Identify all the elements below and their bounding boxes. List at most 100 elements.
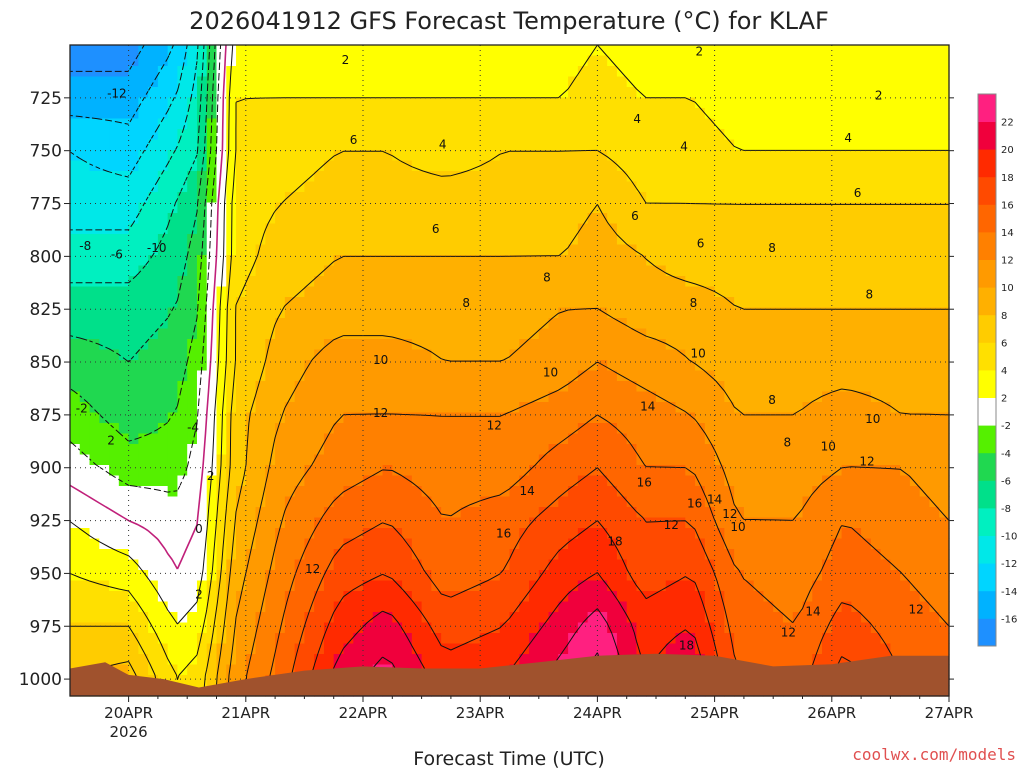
- temperature-fill-cell: [421, 423, 432, 435]
- temperature-fill-cell: [607, 234, 618, 246]
- temperature-fill-cell: [519, 286, 530, 298]
- temperature-fill-cell: [870, 517, 882, 529]
- temperature-fill-cell: [568, 370, 579, 382]
- temperature-fill-cell: [372, 129, 384, 141]
- temperature-fill-cell: [236, 559, 247, 571]
- temperature-fill-cell: [753, 496, 765, 508]
- temperature-fill-cell: [441, 486, 452, 498]
- temperature-fill-cell: [665, 181, 677, 193]
- temperature-fill-cell: [128, 181, 139, 193]
- temperature-fill-cell: [587, 76, 598, 88]
- temperature-fill-cell: [812, 402, 823, 414]
- temperature-fill-cell: [519, 118, 530, 130]
- temperature-fill-cell: [656, 255, 667, 267]
- temperature-fill-cell: [577, 150, 589, 162]
- temperature-fill-cell: [118, 160, 130, 172]
- temperature-fill-cell: [275, 465, 286, 477]
- temperature-fill-cell: [695, 360, 706, 372]
- temperature-fill-cell: [441, 118, 452, 130]
- temperature-fill-cell: [900, 349, 911, 361]
- temperature-fill-cell: [372, 538, 384, 550]
- temperature-fill-cell: [499, 139, 511, 151]
- temperature-fill-cell: [353, 454, 364, 466]
- temperature-fill-cell: [558, 318, 569, 330]
- temperature-fill-cell: [880, 339, 891, 351]
- temperature-fill-cell: [763, 591, 774, 603]
- temperature-fill-cell: [909, 412, 921, 424]
- temperature-fill-cell: [841, 454, 852, 466]
- temperature-fill-cell: [177, 45, 188, 57]
- temperature-fill-cell: [265, 66, 276, 78]
- temperature-fill-cell: [99, 360, 110, 372]
- temperature-fill-cell: [577, 286, 589, 298]
- temperature-fill-cell: [607, 580, 618, 592]
- temperature-fill-cell: [636, 465, 647, 477]
- temperature-fill-cell: [138, 465, 149, 477]
- temperature-fill-cell: [99, 433, 110, 445]
- temperature-fill-cell: [118, 45, 130, 57]
- temperature-fill-cell: [519, 307, 530, 319]
- temperature-fill-cell: [890, 496, 901, 508]
- temperature-fill-cell: [382, 412, 393, 424]
- temperature-fill-cell: [499, 307, 511, 319]
- temperature-fill-cell: [646, 87, 657, 99]
- temperature-fill-cell: [792, 297, 804, 309]
- temperature-fill-cell: [157, 423, 169, 435]
- temperature-fill-cell: [929, 118, 940, 130]
- temperature-fill-cell: [255, 360, 266, 372]
- temperature-fill-cell: [372, 213, 384, 225]
- temperature-fill-cell: [558, 223, 569, 235]
- temperature-fill-cell: [841, 307, 852, 319]
- temperature-fill-cell: [519, 171, 530, 183]
- temperature-fill-cell: [489, 213, 501, 225]
- temperature-fill-cell: [636, 150, 647, 162]
- temperature-fill-cell: [450, 444, 462, 456]
- temperature-fill-cell: [538, 223, 550, 235]
- temperature-fill-cell: [323, 55, 335, 67]
- temperature-fill-cell: [431, 66, 442, 78]
- temperature-fill-cell: [509, 559, 520, 571]
- temperature-fill-cell: [646, 171, 657, 183]
- temperature-fill-cell: [900, 580, 911, 592]
- temperature-fill-cell: [294, 339, 305, 351]
- temperature-fill-cell: [851, 465, 862, 477]
- temperature-fill-cell: [519, 55, 530, 67]
- temperature-fill-cell: [675, 570, 686, 582]
- temperature-fill-cell: [480, 507, 491, 519]
- temperature-fill-cell: [392, 307, 403, 319]
- temperature-fill-cell: [226, 454, 237, 466]
- temperature-fill-cell: [109, 234, 120, 246]
- temperature-fill-cell: [900, 255, 911, 267]
- temperature-fill-cell: [577, 307, 589, 319]
- temperature-fill-cell: [304, 570, 315, 582]
- temperature-fill-cell: [929, 66, 940, 78]
- temperature-fill-cell: [734, 444, 745, 456]
- temperature-fill-cell: [255, 87, 266, 99]
- temperature-fill-cell: [861, 244, 872, 256]
- temperature-fill-cell: [753, 318, 765, 330]
- temperature-fill-cell: [109, 66, 120, 78]
- temperature-fill-cell: [89, 391, 100, 403]
- temperature-fill-cell: [851, 66, 862, 78]
- temperature-fill-cell: [724, 465, 735, 477]
- temperature-fill-cell: [724, 66, 735, 78]
- temperature-fill-cell: [363, 265, 374, 277]
- temperature-fill-cell: [196, 87, 208, 99]
- temperature-fill-cell: [831, 318, 843, 330]
- temperature-fill-cell: [138, 391, 149, 403]
- temperature-fill-cell: [587, 55, 598, 67]
- temperature-fill-cell: [226, 549, 237, 561]
- temperature-fill-cell: [333, 55, 345, 67]
- temperature-fill-cell: [372, 286, 384, 298]
- temperature-fill-cell: [372, 192, 384, 204]
- temperature-fill-cell: [616, 276, 628, 288]
- temperature-fill-cell: [685, 486, 696, 498]
- temperature-fill-cell: [275, 202, 286, 214]
- temperature-fill-cell: [138, 549, 149, 561]
- temperature-fill-cell: [724, 108, 735, 120]
- temperature-fill-cell: [734, 570, 745, 582]
- temperature-fill-cell: [216, 612, 227, 624]
- temperature-fill-cell: [880, 538, 891, 550]
- temperature-fill-cell: [753, 328, 765, 340]
- temperature-fill-cell: [421, 244, 432, 256]
